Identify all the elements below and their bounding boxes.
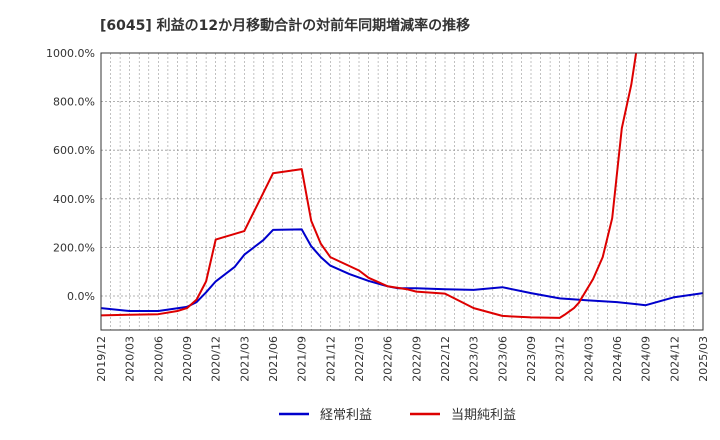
x-tick-label: 2025/03 [697, 336, 710, 382]
y-tick-label: 800.0% [53, 96, 95, 109]
x-tick-label: 2022/03 [353, 336, 366, 382]
x-tick-label: 2024/03 [582, 336, 595, 382]
x-tick-label: 2020/03 [124, 336, 137, 382]
legend: 経常利益 当期純利益 [279, 408, 516, 423]
x-tick-label: 2023/06 [496, 336, 509, 382]
y-tick-label: 200.0% [53, 241, 95, 254]
y-tick-label: 400.0% [53, 193, 95, 206]
x-axis-ticks: 2019/12 2020/03 2020/06 2020/09 2020/12 2021/… [95, 336, 710, 382]
x-tick-label: 2022/12 [439, 336, 452, 382]
series-layer [101, 53, 703, 319]
series-line-ordinary-profit [101, 228, 703, 312]
x-tick-label: 2023/09 [525, 336, 538, 382]
x-tick-label: 2021/06 [267, 336, 280, 382]
legend-label-ordinary-profit: 経常利益 [320, 408, 372, 423]
y-tick-label: 600.0% [53, 144, 95, 157]
x-tick-label: 2023/03 [468, 336, 481, 382]
x-tick-label: 2021/09 [296, 336, 309, 382]
x-tick-label: 2020/06 [152, 336, 165, 382]
x-tick-label: 2022/09 [410, 336, 423, 382]
x-tick-label: 2024/06 [611, 336, 624, 382]
chart-title: [6045] 利益の12か月移動合計の対前年同期増減率の推移 [100, 17, 470, 34]
x-tick-label: 2020/12 [210, 336, 223, 382]
x-tick-label: 2020/09 [181, 336, 194, 382]
x-tick-label: 2021/03 [238, 336, 251, 382]
x-tick-label: 2024/12 [668, 336, 681, 382]
x-tick-label: 2019/12 [95, 336, 108, 382]
plot-frame [100, 52, 704, 331]
y-axis-ticks: 0.0% 200.0% 400.0% 600.0% 800.0% 1000.0% [46, 47, 95, 303]
x-tick-label: 2021/12 [324, 336, 337, 382]
y-tick-label: 1000.0% [46, 47, 95, 60]
x-tick-label: 2023/12 [554, 336, 567, 382]
x-tick-label: 2022/06 [382, 336, 395, 382]
y-tick-label: 0.0% [67, 290, 95, 303]
x-tick-label: 2024/09 [640, 336, 653, 382]
legend-label-net-profit: 当期純利益 [451, 408, 516, 423]
series-line-net-profit [101, 53, 638, 319]
